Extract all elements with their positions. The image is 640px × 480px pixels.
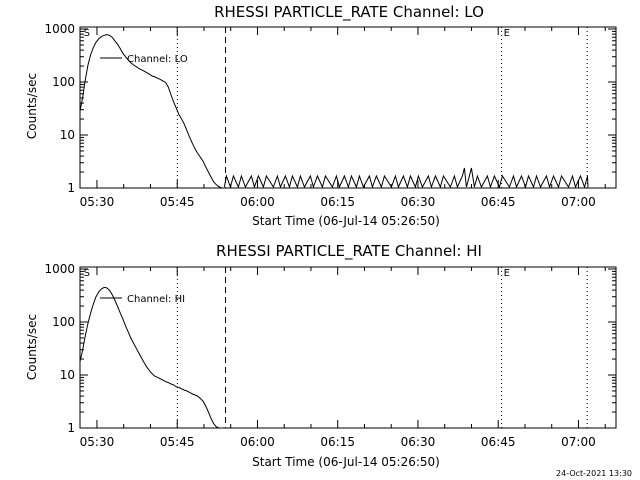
x-tick-label-hi: 06:30 (401, 435, 436, 449)
chart-title-hi: RHESSI PARTICLE_RATE Channel: HI (216, 242, 482, 261)
x-tick-group-hi: 05:30 05:45 06:00 06:15 06:30 06:45 07:00 (80, 267, 606, 449)
x-axis-label-lo: Start Time (06-Jul-14 05:26:50) (252, 214, 440, 228)
y-tick-label-hi: 100 (52, 315, 75, 329)
y-tick-label-lo: 1000 (44, 22, 75, 36)
y-axis-label-hi: Counts/sec (25, 314, 39, 380)
marker-e-hi: E (504, 268, 510, 279)
chart-title-lo: RHESSI PARTICLE_RATE Channel: LO (214, 3, 484, 22)
timestamp: 24-Oct-2021 13:30 (556, 469, 632, 478)
marker-e-lo: E (504, 28, 510, 39)
y-tick-label-lo: 1 (67, 181, 75, 195)
x-tick-label-lo: 05:45 (160, 195, 195, 209)
y-tick-label-lo: 100 (52, 75, 75, 89)
plot-frame-lo (79, 26, 617, 189)
vertical-marker-group-lo (176, 27, 588, 188)
y-tick-group-hi: 1 10 100 1000 (44, 262, 616, 435)
x-tick-label-hi: 06:00 (240, 435, 275, 449)
marker-s-hi: S (84, 268, 90, 279)
x-tick-label-lo: 06:45 (481, 195, 516, 209)
x-tick-label-lo: 07:00 (561, 195, 596, 209)
x-tick-label-lo: 06:00 (240, 195, 275, 209)
marker-s-lo: S (84, 28, 90, 39)
noise-line-lo (223, 167, 589, 189)
x-tick-label-hi: 07:00 (561, 435, 596, 449)
y-tick-group-lo: 1 10 100 1000 (44, 22, 616, 195)
x-tick-label-lo: 05:30 (80, 195, 115, 209)
x-tick-group-lo: 05:30 05:45 06:00 06:15 06:30 06:45 07:00 (80, 27, 606, 209)
legend-label-hi: Channel: HI (127, 294, 185, 305)
x-tick-label-hi: 05:30 (80, 435, 115, 449)
series-line-lo (79, 34, 225, 189)
legend-label-lo: Channel: LO (127, 54, 188, 65)
y-tick-label-hi: 1000 (44, 262, 75, 276)
y-axis-label-lo: Counts/sec (25, 73, 39, 139)
x-tick-label-hi: 06:15 (320, 435, 355, 449)
x-tick-label-hi: 06:45 (481, 435, 516, 449)
plot-frame-hi (79, 266, 617, 429)
y-tick-label-hi: 10 (60, 368, 75, 382)
series-line-hi (79, 286, 220, 429)
x-tick-label-lo: 06:15 (320, 195, 355, 209)
y-tick-label-hi: 1 (67, 421, 75, 435)
y-tick-label-lo: 10 (60, 128, 75, 142)
x-tick-label-hi: 05:45 (160, 435, 195, 449)
x-axis-label-hi: Start Time (06-Jul-14 05:26:50) (252, 455, 440, 469)
vertical-marker-group-hi (176, 267, 588, 428)
plot-panel-lo: RHESSI PARTICLE_RATE Channel: LO Counts/… (25, 3, 617, 228)
plot-panel-hi: RHESSI PARTICLE_RATE Channel: HI Counts/… (25, 242, 617, 469)
x-tick-label-lo: 06:30 (401, 195, 436, 209)
